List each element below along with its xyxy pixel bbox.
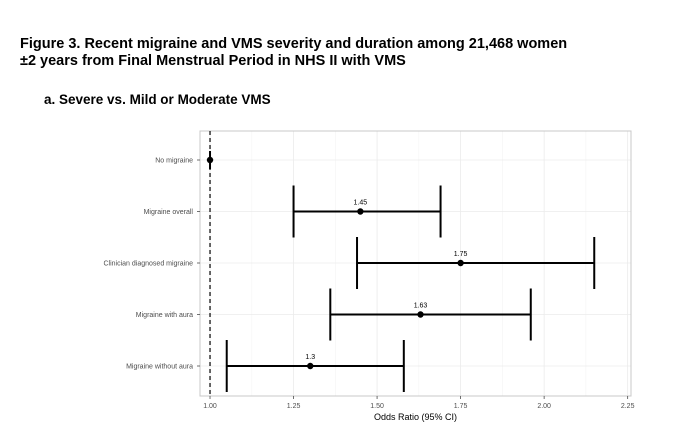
y-tick-label-1: Migraine overall (144, 209, 194, 216)
x-tick-label-0: 1.00 (203, 403, 217, 410)
point-estimate-1 (357, 208, 364, 215)
x-tick-label-3: 1.75 (454, 403, 468, 410)
x-tick-label-1: 1.25 (287, 403, 301, 410)
y-tick-label-0: No migraine (155, 158, 193, 165)
x-tick-label-2: 1.50 (370, 403, 384, 410)
y-tick-label-3: Migraine with aura (136, 312, 193, 319)
x-axis-label: Odds Ratio (95% CI) (374, 412, 457, 422)
figure-title-line-2: ±2 years from Final Menstrual Period in … (20, 53, 406, 69)
confidence-intervals (209, 151, 596, 392)
x-axis-ticks: 1.00 1.25 1.50 1.75 2.00 2.25 (203, 396, 635, 410)
y-tick-label-4: Migraine without aura (126, 364, 193, 371)
figure-title: Figure 3. Recent migraine and VMS severi… (20, 36, 660, 70)
figure-title-line-1: Figure 3. Recent migraine and VMS severi… (20, 36, 568, 52)
value-label-4: 1.3 (305, 354, 315, 361)
value-label-2: 1.75 (454, 251, 468, 258)
point-estimate-0 (206, 156, 214, 164)
panel-title: a. Severe vs. Mild or Moderate VMS (44, 92, 271, 107)
plot-panel-border (199, 130, 632, 397)
value-labels: 1.45 1.75 1.63 1.3 (305, 200, 467, 362)
value-label-1: 1.45 (354, 200, 368, 207)
point-estimate-4 (307, 362, 314, 370)
value-label-3: 1.63 (414, 303, 428, 310)
point-estimate-3 (417, 311, 424, 318)
x-tick-label-4: 2.00 (537, 403, 551, 410)
y-tick-label-2: Clinician diagnosed migraine (104, 261, 194, 268)
point-estimates (206, 156, 464, 370)
x-tick-label-5: 2.25 (621, 403, 635, 410)
y-axis-labels: No migraine Migraine overall Clinician dia… (104, 158, 200, 371)
point-estimate-2 (457, 259, 464, 267)
